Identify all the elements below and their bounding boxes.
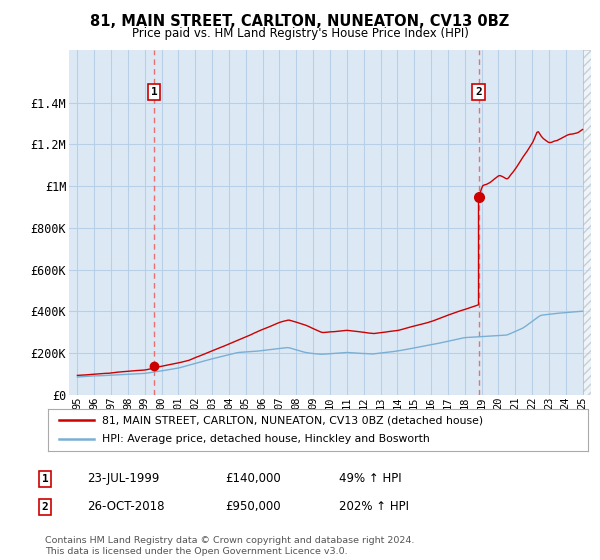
Text: £950,000: £950,000 xyxy=(225,500,281,514)
Text: 2: 2 xyxy=(41,502,49,512)
Text: 81, MAIN STREET, CARLTON, NUNEATON, CV13 0BZ (detached house): 81, MAIN STREET, CARLTON, NUNEATON, CV13… xyxy=(102,415,483,425)
Text: 1: 1 xyxy=(41,474,49,484)
Text: 2: 2 xyxy=(475,87,482,97)
Text: 23-JUL-1999: 23-JUL-1999 xyxy=(87,472,160,486)
Bar xyxy=(583,50,591,395)
Text: Price paid vs. HM Land Registry's House Price Index (HPI): Price paid vs. HM Land Registry's House … xyxy=(131,27,469,40)
Text: Contains HM Land Registry data © Crown copyright and database right 2024.
This d: Contains HM Land Registry data © Crown c… xyxy=(45,536,415,556)
Text: 26-OCT-2018: 26-OCT-2018 xyxy=(87,500,164,514)
Text: 49% ↑ HPI: 49% ↑ HPI xyxy=(339,472,401,486)
Text: HPI: Average price, detached house, Hinckley and Bosworth: HPI: Average price, detached house, Hinc… xyxy=(102,435,430,445)
Text: 202% ↑ HPI: 202% ↑ HPI xyxy=(339,500,409,514)
Text: £140,000: £140,000 xyxy=(225,472,281,486)
Text: 1: 1 xyxy=(151,87,157,97)
Text: 81, MAIN STREET, CARLTON, NUNEATON, CV13 0BZ: 81, MAIN STREET, CARLTON, NUNEATON, CV13… xyxy=(91,14,509,29)
